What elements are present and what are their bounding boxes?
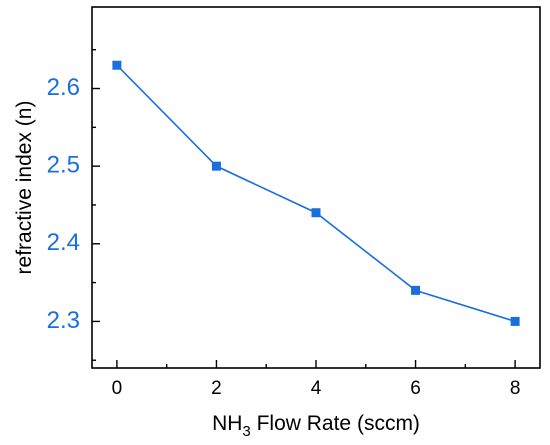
y-tick-label: 2.5	[47, 151, 80, 178]
data-point-marker	[112, 60, 122, 70]
x-tick-label: 0	[112, 378, 123, 399]
x-tick-label: 6	[410, 378, 421, 399]
y-axis-title: refractive index (n)	[13, 101, 36, 275]
y-tick-label: 2.3	[47, 307, 80, 334]
data-point-marker	[411, 285, 421, 295]
y-tick-label: 2.6	[47, 74, 80, 101]
ticks-layer: 0 2 4 6 8 2.3 2.4 2.5 2.6	[47, 48, 521, 399]
x-tick-label: 2	[211, 378, 222, 399]
plot-frame	[91, 6, 541, 369]
data-point-marker	[311, 208, 321, 218]
x-tick-label: 4	[311, 378, 322, 399]
x-axis-title-rest: Flow Rate (sccm)	[251, 412, 420, 435]
x-tick-label: 8	[510, 378, 521, 399]
series-line	[116, 64, 516, 323]
data-point-marker	[510, 316, 520, 326]
x-axis-title-main: NH	[212, 412, 242, 435]
y-tick-label: 2.4	[47, 229, 80, 256]
x-axis-title-subscript: 3	[242, 423, 250, 440]
data-point-marker	[211, 161, 221, 171]
x-axis-title: NH3 Flow Rate (sccm)	[212, 412, 420, 440]
series-layer	[112, 60, 520, 326]
